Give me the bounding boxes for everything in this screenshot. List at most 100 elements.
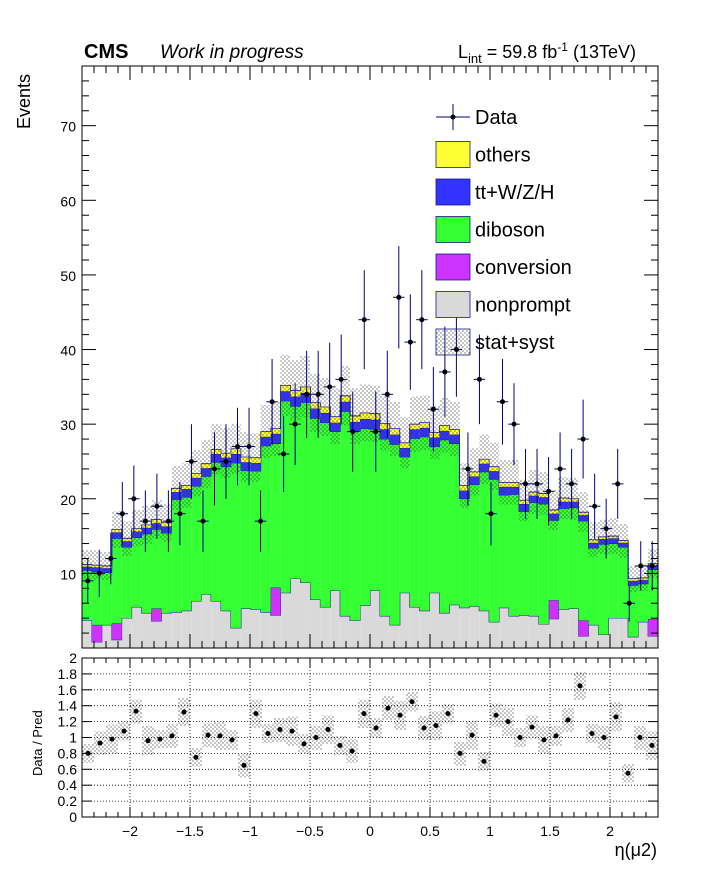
uncertainty-bin <box>121 521 132 556</box>
data-point <box>542 457 555 526</box>
bar-segment <box>201 476 212 595</box>
ratio-point <box>469 732 475 738</box>
bar-segment <box>290 578 301 648</box>
uncertainty-bin <box>250 433 261 483</box>
bar-segment <box>82 620 92 648</box>
bar-segment <box>538 624 549 648</box>
uncertainty-bin <box>91 550 102 580</box>
bar-segment <box>310 418 321 600</box>
bar-segment <box>379 439 390 616</box>
bar-segment <box>499 607 510 648</box>
data-point <box>577 399 589 479</box>
bar-segment <box>320 606 331 648</box>
bar-segment <box>518 511 529 616</box>
bar-segment <box>628 585 639 637</box>
bar-segment <box>370 429 380 591</box>
bar-segment <box>350 431 361 621</box>
bar-segment <box>270 587 281 616</box>
ratio-points <box>85 683 655 776</box>
legend-label: conversion <box>475 257 572 279</box>
bar-segment <box>171 612 182 648</box>
bar-segment <box>211 462 222 601</box>
bar-segment <box>608 618 619 648</box>
ratio-point <box>205 732 211 738</box>
bar-segment <box>389 624 400 648</box>
uncertainty-bin <box>578 492 589 532</box>
legend-item-tt-w-z-h: tt+W/Z/H <box>435 178 554 206</box>
ratio-point <box>433 723 439 729</box>
bar-segment <box>648 569 658 619</box>
bar-segment <box>221 610 231 648</box>
uncertainty-bin <box>171 466 182 511</box>
legend-item-others: others <box>435 141 531 168</box>
ratio-tick-label: 1.6 <box>58 682 78 698</box>
bar-segment <box>469 606 480 648</box>
data-point <box>508 383 520 466</box>
uncertainty-bin <box>618 523 629 558</box>
ratio-point <box>145 738 151 744</box>
ratio-point <box>277 727 283 733</box>
bar-segment <box>429 592 440 648</box>
bar-segment <box>459 498 470 608</box>
uncertainty-bin <box>509 459 519 505</box>
ratio-point <box>601 735 607 740</box>
bar-segment <box>568 507 579 609</box>
bar-segment <box>330 590 341 648</box>
bar-segment <box>379 615 390 648</box>
data-point <box>370 391 382 472</box>
uncertainty-bin <box>608 518 619 554</box>
bar-segment <box>290 406 301 579</box>
x-tick-label: 0.5 <box>420 823 440 839</box>
bar-segment <box>270 615 281 648</box>
uncertainty-bin <box>479 434 490 484</box>
bar-segment <box>509 494 519 616</box>
bar-segment <box>230 462 241 628</box>
ratio-point <box>385 705 391 711</box>
bar-segment <box>608 543 619 619</box>
ratio-tick-label: 1.2 <box>58 714 78 730</box>
ratio-tick-label: 2 <box>69 650 77 666</box>
uncertainty-bin <box>389 401 400 456</box>
main-axes: 10 20 30 40 50 60 70 <box>60 65 658 648</box>
bar-segment <box>409 438 420 607</box>
data-point <box>105 532 117 585</box>
uncertainty-bin <box>330 388 341 445</box>
data-point <box>634 541 647 591</box>
data-point <box>323 342 336 431</box>
bar-segment <box>330 431 341 591</box>
uncertainty-bin <box>240 432 251 482</box>
ratio-tick-label: 0 <box>69 809 77 825</box>
bar-segment <box>211 600 222 648</box>
ratio-point <box>541 737 547 743</box>
legend-item-stat-syst: stat+syst <box>435 328 555 356</box>
data-point <box>335 334 347 425</box>
data-point <box>554 432 566 506</box>
data-point <box>128 465 140 533</box>
ratio-tick-label: 0.6 <box>58 761 78 777</box>
data-point <box>485 482 497 546</box>
x-tick-label: −0.5 <box>296 823 324 839</box>
legend-label: stat+syst <box>475 332 555 354</box>
bar-segment <box>320 422 331 607</box>
bar-segment <box>280 592 291 648</box>
bar-segment <box>300 582 311 648</box>
data-point <box>588 473 601 539</box>
bar-segment <box>121 618 132 648</box>
ratio-point <box>121 728 127 734</box>
bar-segment <box>449 443 460 605</box>
ratio-point <box>577 683 583 689</box>
bar-segment <box>528 502 539 616</box>
bar-segment <box>518 615 529 648</box>
data-point <box>185 424 198 499</box>
uncertainty-bin <box>489 442 500 491</box>
bar-segment <box>588 624 599 648</box>
bar-segment <box>429 446 440 593</box>
bar-segment <box>111 639 122 648</box>
uncertainty-bin <box>518 479 529 522</box>
bar-segment <box>240 608 251 648</box>
bar-segment <box>171 499 182 613</box>
uncertainty-bin <box>350 387 361 444</box>
bar-segment <box>350 620 361 648</box>
uncertainty-bin <box>82 549 92 580</box>
